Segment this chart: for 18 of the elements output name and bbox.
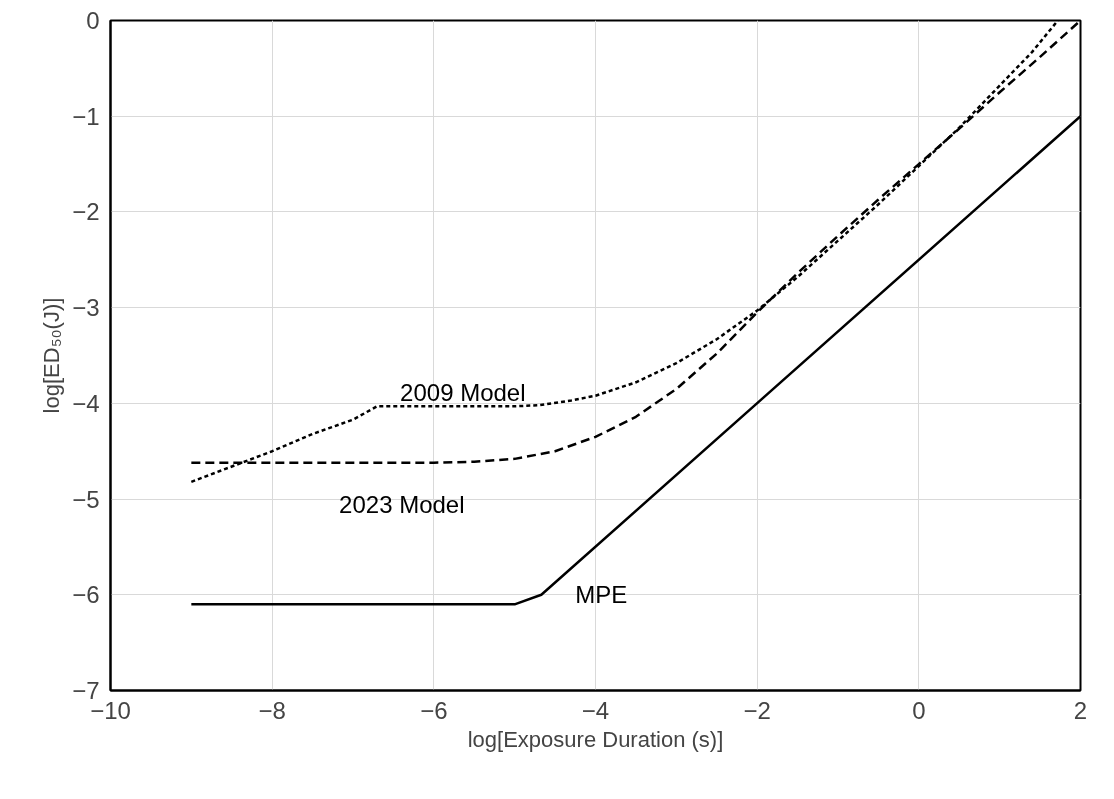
x-tick-label: −8 <box>258 696 286 724</box>
x-tick-label: 0 <box>912 696 926 724</box>
x-tick-label: 2 <box>1073 696 1088 724</box>
x-tick-label: −6 <box>420 696 448 724</box>
series-label: 2009 Model <box>400 378 526 406</box>
y-tick-label: −5 <box>72 485 100 513</box>
x-tick-label: −2 <box>743 696 771 724</box>
y-tick-label: 0 <box>86 7 100 34</box>
x-tick-label: −4 <box>581 696 610 724</box>
y-axis-title: log[ED₅₀(J)] <box>39 297 65 414</box>
x-axis-title: log[Exposure Duration (s)] <box>467 726 724 752</box>
series-label: 2023 Model <box>339 491 465 519</box>
y-tick-label: −1 <box>72 102 100 130</box>
y-tick-label: −4 <box>72 389 100 417</box>
series-label: MPE <box>575 581 628 609</box>
y-tick-label: −3 <box>72 294 100 322</box>
y-tick-label: −2 <box>72 198 100 226</box>
y-tick-label: −6 <box>72 581 100 609</box>
